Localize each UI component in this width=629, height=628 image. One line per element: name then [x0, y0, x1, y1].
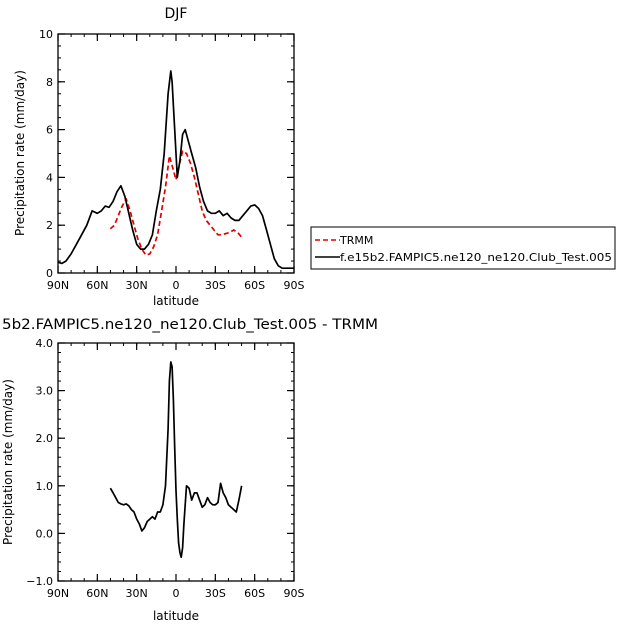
bottom-y-label-clip: Precipitation rate (mm/day)	[1, 379, 15, 545]
legend-entry-model: f.e15b2.FAMPIC5.ne120_ne120.Club_Test.00…	[340, 251, 612, 264]
bottom-y-tick-label: 1.0	[36, 480, 54, 493]
bottom-series-group	[109, 361, 243, 559]
top-x-axis-label: latitude	[153, 294, 199, 308]
bottom-y-tick-label: 2.0	[36, 432, 54, 445]
bottom-x-tick-label: 60N	[86, 587, 108, 600]
bottom-x-tick-label: 0	[173, 587, 180, 600]
top-series-line-1	[57, 70, 294, 270]
top-x-axis: 90N 60N 30N 0 30S 60S 90S	[47, 34, 305, 292]
top-x-tick-label: 90S	[284, 279, 305, 292]
top-y-tick-label: 6	[46, 124, 53, 137]
top-y-axis-label: Precipitation rate (mm/day)	[13, 70, 27, 236]
top-series-group	[57, 70, 294, 270]
top-y-tick-label: 0	[46, 267, 53, 280]
top-x-tick-label: 90N	[47, 279, 69, 292]
bottom-x-tick-label: 30S	[205, 587, 226, 600]
bottom-y-tick-label: −1.0	[26, 575, 53, 588]
bottom-series-line-0	[109, 361, 243, 559]
top-x-tick-label: 0	[173, 279, 180, 292]
bottom-y-axis: −1.0 0.0 1.0 2.0 3.0 4.0	[26, 337, 294, 588]
bottom-x-tick-label: 30N	[126, 587, 148, 600]
top-x-tick-label: 30N	[126, 279, 148, 292]
top-y-tick-label: 8	[46, 76, 53, 89]
bottom-y-tick-label: 3.0	[36, 385, 54, 398]
legend: TRMM f.e15b2.FAMPIC5.ne120_ne120.Club_Te…	[310, 226, 616, 270]
top-y-tick-label: 2	[46, 219, 53, 232]
bottom-y-tick-label: 0.0	[36, 527, 54, 540]
bottom-x-axis-label: latitude	[153, 609, 199, 623]
top-x-tick-label: 30S	[205, 279, 226, 292]
top-panel: DJF 0 2 4 6 8 10 90N 60N 30N 0 30S 60S 90S Precipit…	[13, 6, 305, 308]
top-y-tick-label: 10	[39, 28, 53, 41]
bottom-x-tick-label: 90N	[47, 587, 69, 600]
legend-box	[310, 226, 616, 270]
bottom-title: 5b2.FAMPIC5.ne120_ne120.Club_Test.005 - …	[2, 317, 378, 333]
bottom-x-axis: 90N 60N 30N 0 30S 60S 90S	[47, 343, 305, 600]
bottom-y-tick-label: 4.0	[36, 337, 54, 350]
bottom-x-tick-label: 60S	[244, 587, 265, 600]
top-x-tick-label: 60N	[86, 279, 108, 292]
top-title: DJF	[165, 6, 188, 22]
bottom-y-axis-label: Precipitation rate (mm/day)	[1, 379, 15, 545]
bottom-x-tick-label: 90S	[284, 587, 305, 600]
bottom-plot-frame	[57, 342, 295, 582]
top-series-line-0	[109, 150, 243, 256]
legend-entry-trmm: TRMM	[339, 234, 373, 247]
top-x-tick-label: 60S	[244, 279, 265, 292]
bottom-panel: 5b2.FAMPIC5.ne120_ne120.Club_Test.005 - …	[1, 317, 378, 623]
top-y-axis: 0 2 4 6 8 10	[39, 28, 294, 280]
top-y-tick-label: 4	[46, 171, 53, 184]
